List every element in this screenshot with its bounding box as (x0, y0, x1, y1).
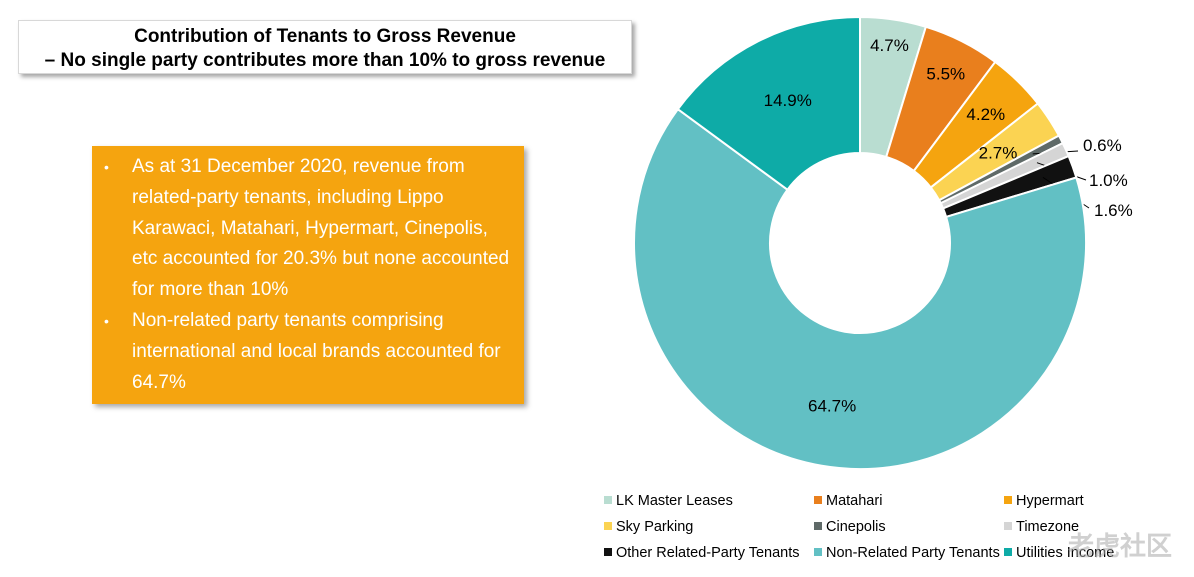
legend-swatch-icon (604, 522, 612, 531)
summary-bullet-text: As at 31 December 2020, revenue from rel… (132, 156, 510, 301)
legend-label: Other Related-Party Tenants (616, 545, 800, 561)
legend-item: Cinepolis (814, 519, 886, 535)
legend-swatch-icon (1004, 496, 1012, 505)
chart-legend: LK Master Leases Matahari Hypermart Sky Par… (604, 493, 1194, 577)
summary-box: • As at 31 December 2020, revenue from r… (92, 146, 524, 404)
summary-bullet-2: • Non-related party tenants comprising i… (102, 306, 510, 398)
data-label: 4.7% (870, 36, 909, 55)
legend-label: LK Master Leases (616, 493, 733, 509)
legend-label: Non-Related Party Tenants (826, 545, 1000, 561)
summary-bullet-1: • As at 31 December 2020, revenue from r… (102, 152, 510, 306)
data-label: 5.5% (926, 64, 965, 83)
data-label: 1.0% (1089, 171, 1128, 190)
data-label: 2.7% (979, 144, 1018, 163)
legend-swatch-icon (1004, 548, 1012, 557)
data-label: 0.6% (1083, 136, 1122, 155)
data-label: 4.2% (966, 105, 1005, 124)
slice-utilities-income (676, 15, 861, 192)
title-line-2: – No single party contributes more than … (44, 50, 606, 71)
legend-swatch-icon (604, 496, 612, 505)
legend-label: Utilities Income (1016, 545, 1115, 561)
legend-item: Sky Parking (604, 519, 693, 535)
data-label: 64.7% (808, 397, 856, 416)
legend-item: Non-Related Party Tenants (814, 545, 1000, 561)
bullet-icon: • (104, 312, 109, 329)
legend-swatch-icon (814, 548, 822, 557)
bullet-icon: • (104, 159, 109, 175)
legend-item: Timezone (1004, 519, 1079, 535)
title-line-1: Contribution of Tenants to Gross Revenue (134, 26, 516, 47)
legend-item: Other Related-Party Tenants (604, 545, 800, 561)
legend-swatch-icon (604, 548, 612, 557)
data-label: 1.6% (1094, 201, 1133, 220)
chart-title-box: Contribution of Tenants to Gross Revenue… (18, 20, 632, 74)
watermark: 老虎社区 (1067, 531, 1172, 561)
legend-label: Sky Parking (616, 519, 694, 535)
legend-item: Utilities Income (1004, 545, 1114, 561)
legend-item: Hypermart (1004, 493, 1084, 509)
legend-label: Cinepolis (826, 519, 886, 535)
legend-label: Timezone (1016, 519, 1080, 535)
legend-item: Matahari (814, 493, 882, 509)
legend-item: LK Master Leases (604, 493, 733, 509)
summary-list: • As at 31 December 2020, revenue from r… (102, 152, 510, 398)
legend-swatch-icon (814, 496, 822, 505)
legend-label: Hypermart (1016, 493, 1084, 509)
data-label: 14.9% (764, 91, 812, 110)
summary-bullet-text: Non-related party tenants comprising int… (132, 309, 501, 393)
legend-swatch-icon (814, 522, 822, 531)
legend-swatch-icon (1004, 522, 1012, 531)
slice-non-related-party-tenants (633, 107, 1087, 470)
legend-label: Matahari (826, 493, 883, 509)
